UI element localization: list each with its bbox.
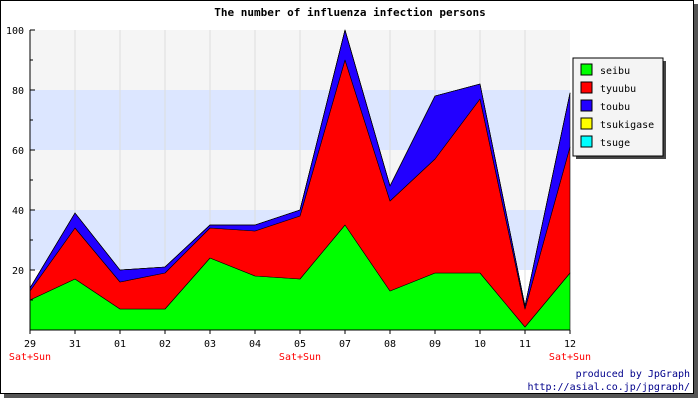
legend-label-tsuge: tsuge	[600, 138, 630, 149]
weekend-label: Sat+Sun	[9, 352, 51, 363]
area-tsuge	[29, 29, 571, 307]
x-tick-label: 02	[159, 339, 171, 350]
legend-label-tyuubu: tyuubu	[600, 84, 636, 95]
x-tick-label: 04	[249, 339, 261, 350]
x-tick-label: 31	[69, 339, 81, 350]
y-tick-label: 20	[12, 266, 24, 277]
x-tick-label: 12	[564, 339, 576, 350]
legend-swatch-seibu	[580, 63, 593, 76]
weekend-label: Sat+Sun	[279, 352, 321, 363]
x-tick-label: 29	[24, 339, 36, 350]
x-tick-label: 05	[294, 339, 306, 350]
legend-swatch-tyuubu	[580, 81, 593, 94]
x-tick-label: 09	[429, 339, 441, 350]
chart-title: The number of influenza infection person…	[214, 6, 486, 19]
y-tick-label: 60	[12, 146, 24, 157]
y-tick-label: 80	[12, 86, 24, 97]
legend-label-toubu: toubu	[600, 102, 630, 113]
legend-swatch-toubu	[580, 99, 593, 112]
axes: 20 40 60 80 100 29 31 01 02 03 04 05 07 08 09 10 11 12 Sat…	[6, 26, 591, 363]
legend-swatch-tsuge	[580, 135, 593, 148]
y-tick-label: 40	[12, 206, 24, 217]
legend-label-seibu: seibu	[600, 66, 630, 77]
legend: seibu tyuubu toubu tsukigase tsuge	[572, 57, 666, 159]
x-tick-label: 07	[339, 339, 351, 350]
y-tick-label: 100	[6, 26, 24, 37]
stacked-areas	[29, 29, 571, 331]
credit-url[interactable]: http://asial.co.jp/jpgraph/	[527, 382, 690, 393]
x-tick-label: 10	[474, 339, 486, 350]
x-tick-label: 11	[519, 339, 531, 350]
weekend-label: Sat+Sun	[549, 352, 591, 363]
x-tick-label: 01	[114, 339, 126, 350]
legend-label-tsukigase: tsukigase	[600, 120, 654, 131]
x-tick-label: 08	[384, 339, 396, 350]
x-tick-label: 03	[204, 339, 216, 350]
legend-swatch-tsukigase	[580, 117, 593, 130]
credit-produced-by: produced by JpGraph	[576, 369, 690, 380]
